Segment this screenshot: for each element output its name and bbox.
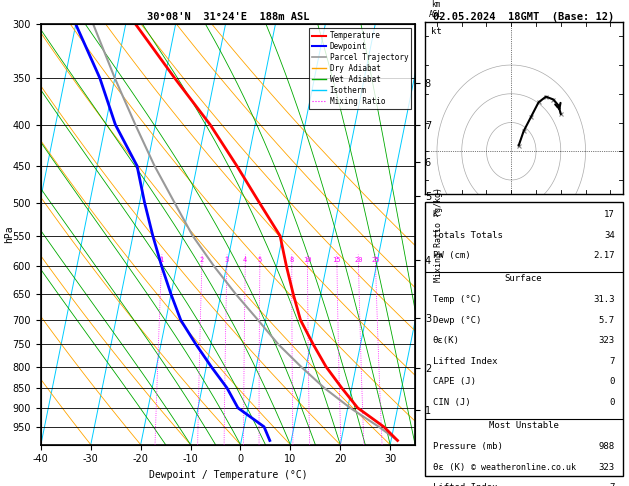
Text: kt: kt [430,27,442,36]
Text: 25: 25 [371,258,380,263]
Text: 15: 15 [333,258,341,263]
Text: 323: 323 [599,463,615,471]
Text: 7: 7 [610,483,615,486]
Text: θε (K): θε (K) [433,463,465,471]
Text: Lifted Index: Lifted Index [433,357,497,366]
Text: θε(K): θε(K) [433,336,459,345]
Text: Most Unstable: Most Unstable [489,421,559,431]
Text: 17: 17 [604,210,615,219]
Text: Totals Totals: Totals Totals [433,230,503,240]
Text: hPa: hPa [4,226,14,243]
Text: 8: 8 [290,258,294,263]
Text: 2: 2 [200,258,204,263]
Text: Dewp (°C): Dewp (°C) [433,315,481,325]
X-axis label: Dewpoint / Temperature (°C): Dewpoint / Temperature (°C) [148,470,308,480]
Text: Pressure (mb): Pressure (mb) [433,442,503,451]
Text: CIN (J): CIN (J) [433,398,470,407]
Text: 988: 988 [599,442,615,451]
Text: CAPE (J): CAPE (J) [433,378,476,386]
Text: Surface: Surface [505,275,542,283]
Text: 4: 4 [243,258,247,263]
Y-axis label: Mixing Ratio (g/kg): Mixing Ratio (g/kg) [434,187,443,282]
Text: 3: 3 [225,258,229,263]
Text: 1: 1 [160,258,164,263]
Text: 2.17: 2.17 [593,251,615,260]
Text: 5.7: 5.7 [599,315,615,325]
Text: K: K [433,210,438,219]
Text: 0: 0 [610,378,615,386]
Text: © weatheronline.co.uk: © weatheronline.co.uk [471,463,576,472]
Text: km
ASL: km ASL [429,0,443,19]
Text: 34: 34 [604,230,615,240]
Text: PW (cm): PW (cm) [433,251,470,260]
Legend: Temperature, Dewpoint, Parcel Trajectory, Dry Adiabat, Wet Adiabat, Isotherm, Mi: Temperature, Dewpoint, Parcel Trajectory… [309,28,411,109]
Title: 30°08'N  31°24'E  188m ASL: 30°08'N 31°24'E 188m ASL [147,12,309,22]
Text: 10: 10 [303,258,312,263]
Text: 02.05.2024  18GMT  (Base: 12): 02.05.2024 18GMT (Base: 12) [433,12,615,22]
Text: 31.3: 31.3 [593,295,615,304]
Text: Lifted Index: Lifted Index [433,483,497,486]
Text: 0: 0 [610,398,615,407]
Text: Temp (°C): Temp (°C) [433,295,481,304]
Text: 5: 5 [258,258,262,263]
Text: 20: 20 [354,258,363,263]
Text: 7: 7 [610,357,615,366]
Text: 323: 323 [599,336,615,345]
